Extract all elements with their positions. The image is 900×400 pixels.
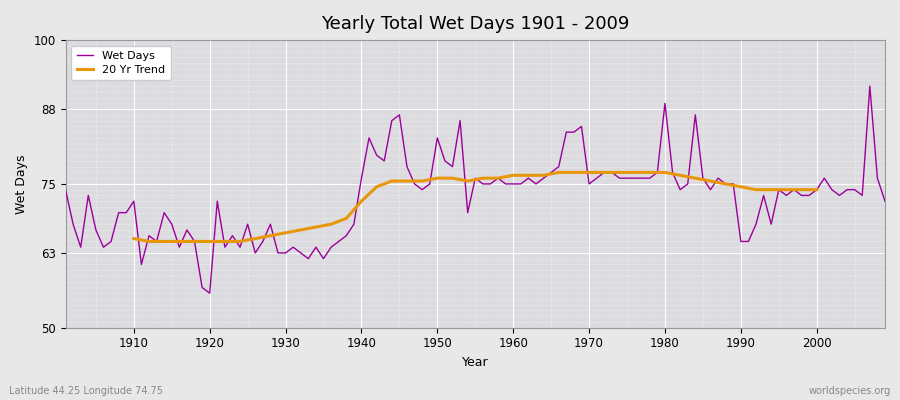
20 Yr Trend	[629, 170, 640, 175]
20 Yr Trend	[447, 176, 458, 180]
20 Yr Trend	[144, 239, 155, 244]
Wet Days	[295, 250, 306, 255]
20 Yr Trend	[463, 179, 473, 184]
20 Yr Trend	[326, 222, 337, 226]
20 Yr Trend	[295, 228, 306, 232]
20 Yr Trend	[341, 216, 352, 221]
Legend: Wet Days, 20 Yr Trend: Wet Days, 20 Yr Trend	[71, 46, 171, 80]
20 Yr Trend	[538, 173, 549, 178]
Wet Days	[879, 199, 890, 204]
Line: 20 Yr Trend: 20 Yr Trend	[134, 172, 816, 242]
Y-axis label: Wet Days: Wet Days	[15, 154, 28, 214]
20 Yr Trend	[356, 199, 367, 204]
20 Yr Trend	[386, 179, 397, 184]
20 Yr Trend	[250, 236, 261, 241]
20 Yr Trend	[660, 170, 670, 175]
Wet Days	[204, 291, 215, 296]
20 Yr Trend	[720, 182, 731, 186]
20 Yr Trend	[310, 225, 321, 230]
X-axis label: Year: Year	[462, 356, 489, 369]
20 Yr Trend	[751, 187, 761, 192]
20 Yr Trend	[158, 239, 169, 244]
20 Yr Trend	[129, 236, 140, 241]
20 Yr Trend	[371, 184, 382, 189]
20 Yr Trend	[417, 179, 428, 184]
20 Yr Trend	[766, 187, 777, 192]
20 Yr Trend	[735, 184, 746, 189]
20 Yr Trend	[280, 230, 291, 235]
Line: Wet Days: Wet Days	[66, 86, 885, 293]
20 Yr Trend	[781, 187, 792, 192]
20 Yr Trend	[220, 239, 230, 244]
Text: Latitude 44.25 Longitude 74.75: Latitude 44.25 Longitude 74.75	[9, 386, 163, 396]
20 Yr Trend	[811, 187, 822, 192]
20 Yr Trend	[265, 233, 275, 238]
20 Yr Trend	[705, 179, 716, 184]
Title: Yearly Total Wet Days 1901 - 2009: Yearly Total Wet Days 1901 - 2009	[321, 15, 629, 33]
20 Yr Trend	[432, 176, 443, 180]
20 Yr Trend	[204, 239, 215, 244]
Wet Days	[60, 187, 71, 192]
20 Yr Trend	[492, 176, 503, 180]
20 Yr Trend	[569, 170, 580, 175]
20 Yr Trend	[478, 176, 489, 180]
20 Yr Trend	[614, 170, 625, 175]
Wet Days	[516, 182, 526, 186]
20 Yr Trend	[690, 176, 701, 180]
20 Yr Trend	[796, 187, 807, 192]
20 Yr Trend	[189, 239, 200, 244]
20 Yr Trend	[523, 173, 534, 178]
Wet Days	[121, 210, 131, 215]
20 Yr Trend	[584, 170, 595, 175]
Text: worldspecies.org: worldspecies.org	[809, 386, 891, 396]
20 Yr Trend	[554, 170, 564, 175]
20 Yr Trend	[401, 179, 412, 184]
20 Yr Trend	[598, 170, 609, 175]
Wet Days	[864, 84, 875, 88]
20 Yr Trend	[508, 173, 518, 178]
Wet Days	[341, 233, 352, 238]
20 Yr Trend	[235, 239, 246, 244]
20 Yr Trend	[644, 170, 655, 175]
20 Yr Trend	[174, 239, 184, 244]
20 Yr Trend	[675, 173, 686, 178]
Wet Days	[508, 182, 518, 186]
Wet Days	[607, 170, 617, 175]
